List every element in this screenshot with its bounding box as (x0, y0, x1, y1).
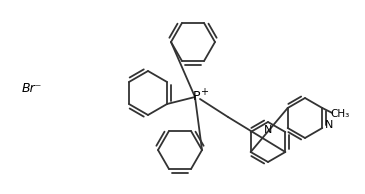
Text: +: + (200, 87, 208, 97)
Text: CH₃: CH₃ (331, 109, 350, 119)
Text: P: P (193, 90, 201, 104)
Text: Br⁻: Br⁻ (22, 81, 42, 94)
Text: N: N (264, 125, 272, 135)
Text: N: N (325, 120, 334, 130)
